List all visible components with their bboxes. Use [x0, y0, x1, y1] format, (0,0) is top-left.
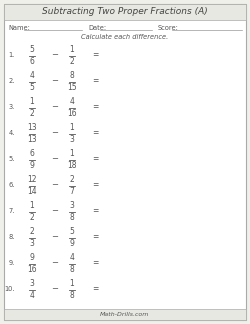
- Text: Subtracting Two Proper Fractions (A): Subtracting Two Proper Fractions (A): [42, 7, 208, 17]
- Text: 1: 1: [70, 45, 74, 54]
- Text: 4: 4: [30, 291, 35, 299]
- Text: 4: 4: [70, 98, 74, 107]
- Text: 2: 2: [30, 213, 35, 222]
- Text: 4: 4: [70, 253, 74, 262]
- Text: 16: 16: [27, 264, 37, 273]
- Text: =: =: [92, 76, 98, 86]
- Text: 13: 13: [27, 134, 37, 144]
- Text: =: =: [92, 206, 98, 215]
- Text: 4.: 4.: [8, 130, 15, 136]
- Text: Date:: Date:: [88, 25, 106, 31]
- Text: Calculate each difference.: Calculate each difference.: [82, 34, 168, 40]
- Text: 6.: 6.: [8, 182, 15, 188]
- Text: 1: 1: [70, 149, 74, 158]
- Text: 15: 15: [67, 83, 77, 91]
- Text: 2: 2: [30, 109, 35, 118]
- Text: =: =: [92, 180, 98, 190]
- Text: 1: 1: [30, 98, 35, 107]
- Text: 9: 9: [30, 160, 35, 169]
- Text: −: −: [52, 206, 59, 215]
- Text: 12: 12: [27, 176, 37, 184]
- Text: 16: 16: [67, 109, 77, 118]
- Text: 1: 1: [70, 123, 74, 133]
- Text: =: =: [92, 233, 98, 241]
- Text: 5: 5: [30, 83, 35, 91]
- Text: 2.: 2.: [8, 78, 15, 84]
- Text: −: −: [52, 180, 59, 190]
- Text: 4: 4: [30, 72, 35, 80]
- FancyBboxPatch shape: [4, 4, 246, 20]
- Text: 2: 2: [70, 176, 74, 184]
- Text: 3.: 3.: [9, 104, 15, 110]
- Text: Name:: Name:: [8, 25, 30, 31]
- Text: 5: 5: [30, 45, 35, 54]
- Text: =: =: [92, 155, 98, 164]
- Text: 7: 7: [70, 187, 74, 195]
- FancyBboxPatch shape: [4, 309, 246, 320]
- Text: −: −: [52, 129, 59, 137]
- Text: 8: 8: [70, 291, 74, 299]
- Text: =: =: [92, 102, 98, 111]
- Text: −: −: [52, 102, 59, 111]
- Text: 18: 18: [67, 160, 77, 169]
- Text: −: −: [52, 76, 59, 86]
- Text: 2: 2: [30, 227, 35, 237]
- Text: Math-Drills.com: Math-Drills.com: [100, 312, 150, 317]
- Text: 9: 9: [30, 253, 35, 262]
- FancyBboxPatch shape: [4, 4, 246, 320]
- Text: 8: 8: [70, 264, 74, 273]
- Text: −: −: [52, 51, 59, 60]
- Text: =: =: [92, 259, 98, 268]
- Text: 7.: 7.: [8, 208, 15, 214]
- Text: 3: 3: [30, 280, 35, 288]
- Text: 9: 9: [70, 238, 74, 248]
- Text: Score:: Score:: [158, 25, 179, 31]
- Text: 2: 2: [70, 56, 74, 65]
- Text: =: =: [92, 51, 98, 60]
- Text: 14: 14: [27, 187, 37, 195]
- Text: 8: 8: [70, 213, 74, 222]
- Text: =: =: [92, 284, 98, 294]
- Text: 13: 13: [27, 123, 37, 133]
- Text: 3: 3: [70, 134, 74, 144]
- Text: −: −: [52, 259, 59, 268]
- Text: 8.: 8.: [8, 234, 15, 240]
- Text: −: −: [52, 155, 59, 164]
- Text: 8: 8: [70, 72, 74, 80]
- Text: −: −: [52, 284, 59, 294]
- Text: 10.: 10.: [4, 286, 15, 292]
- Text: 6: 6: [30, 56, 35, 65]
- Text: 9.: 9.: [9, 260, 15, 266]
- Text: =: =: [92, 129, 98, 137]
- Text: 5.: 5.: [8, 156, 15, 162]
- Text: 1: 1: [30, 202, 35, 211]
- Text: 6: 6: [30, 149, 35, 158]
- Text: 1.: 1.: [9, 52, 15, 58]
- Text: −: −: [52, 233, 59, 241]
- Text: 1: 1: [70, 280, 74, 288]
- Text: 3: 3: [30, 238, 35, 248]
- Text: 5: 5: [70, 227, 74, 237]
- Text: 3: 3: [70, 202, 74, 211]
